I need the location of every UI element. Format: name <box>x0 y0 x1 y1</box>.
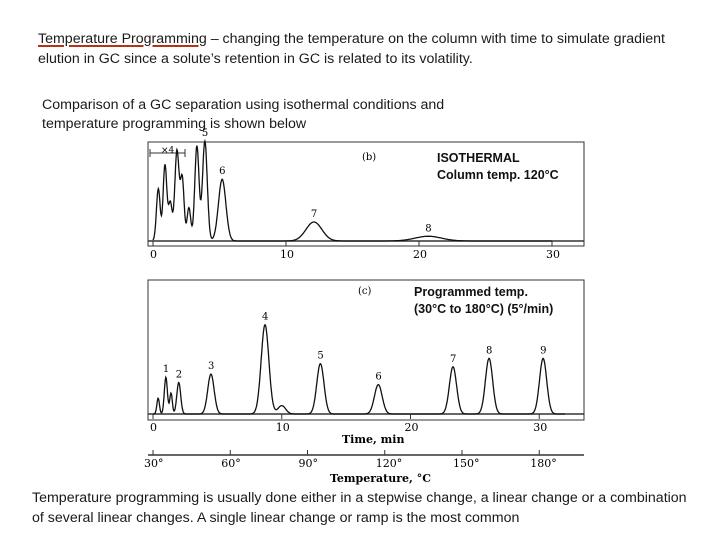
panel-c-frame <box>147 279 585 421</box>
peak-label: 6 <box>375 372 381 383</box>
programmed-annotation: Programmed temp. (30°C to 180°C) (5°/min… <box>414 284 553 318</box>
isothermal-temp: Column temp. 120°C <box>437 168 559 182</box>
temperature-tick-label: 60° <box>221 457 241 470</box>
panel-b-label: (b) <box>362 152 376 163</box>
programmed-range: (30°C to 180°C) (5°/min) <box>414 302 554 316</box>
peak-label: 3 <box>208 361 214 372</box>
panel-c-label: (c) <box>358 286 372 297</box>
intro-definition: – changing the temperature on the column… <box>38 31 665 67</box>
chromatogram-trace <box>152 138 552 242</box>
footer-paragraph: Temperature programming is usually done … <box>32 490 687 526</box>
isothermal-title: ISOTHERMAL <box>437 151 520 165</box>
time-tick-label: 10 <box>280 248 294 261</box>
time-tick-label: 20 <box>405 421 419 434</box>
peak-label: 2 <box>176 370 182 381</box>
chromatogram-isothermal: (b) ×4 5 6 7 8 0 10 20 30 <box>147 128 585 261</box>
panel-b-frame <box>147 141 585 247</box>
peak-label: 8 <box>486 345 492 356</box>
peak-label: 1 <box>163 364 169 375</box>
chromatogram-trace <box>153 323 565 415</box>
peak-label: 5 <box>202 128 208 139</box>
temperature-axis-label: Temperature, °C <box>330 472 431 485</box>
comparison-paragraph: Comparison of a GC separation using isot… <box>42 97 445 132</box>
intro-paragraph: Temperature Programming – changing the t… <box>38 29 698 69</box>
time-tick-label: 0 <box>150 421 157 434</box>
temperature-tick-label: 180° <box>530 457 557 470</box>
isothermal-annotation: ISOTHERMAL Column temp. 120°C <box>437 150 559 184</box>
peak-label: 8 <box>425 223 431 234</box>
peak-label: 7 <box>311 209 317 220</box>
intro-term: Temperature Programming <box>38 31 207 47</box>
temperature-tick-label: 90° <box>299 457 319 470</box>
peak-label: 7 <box>450 354 456 365</box>
temperature-tick-label: 30° <box>144 457 164 470</box>
inset-label: ×4 <box>161 146 175 156</box>
time-axis-label: Time, min <box>342 433 404 446</box>
peak-label: 5 <box>317 351 323 362</box>
time-tick-label: 30 <box>546 248 560 261</box>
time-tick-label: 0 <box>150 248 157 261</box>
peak-label: 6 <box>219 166 225 177</box>
time-tick-label: 20 <box>413 248 427 261</box>
temperature-tick-label: 150° <box>453 457 480 470</box>
time-tick-label: 10 <box>276 421 290 434</box>
programmed-title: Programmed temp. <box>414 285 528 299</box>
peak-label: 4 <box>262 312 268 323</box>
time-tick-label: 30 <box>533 421 547 434</box>
peak-label: 9 <box>540 345 546 356</box>
temperature-tick-label: 120° <box>376 457 403 470</box>
